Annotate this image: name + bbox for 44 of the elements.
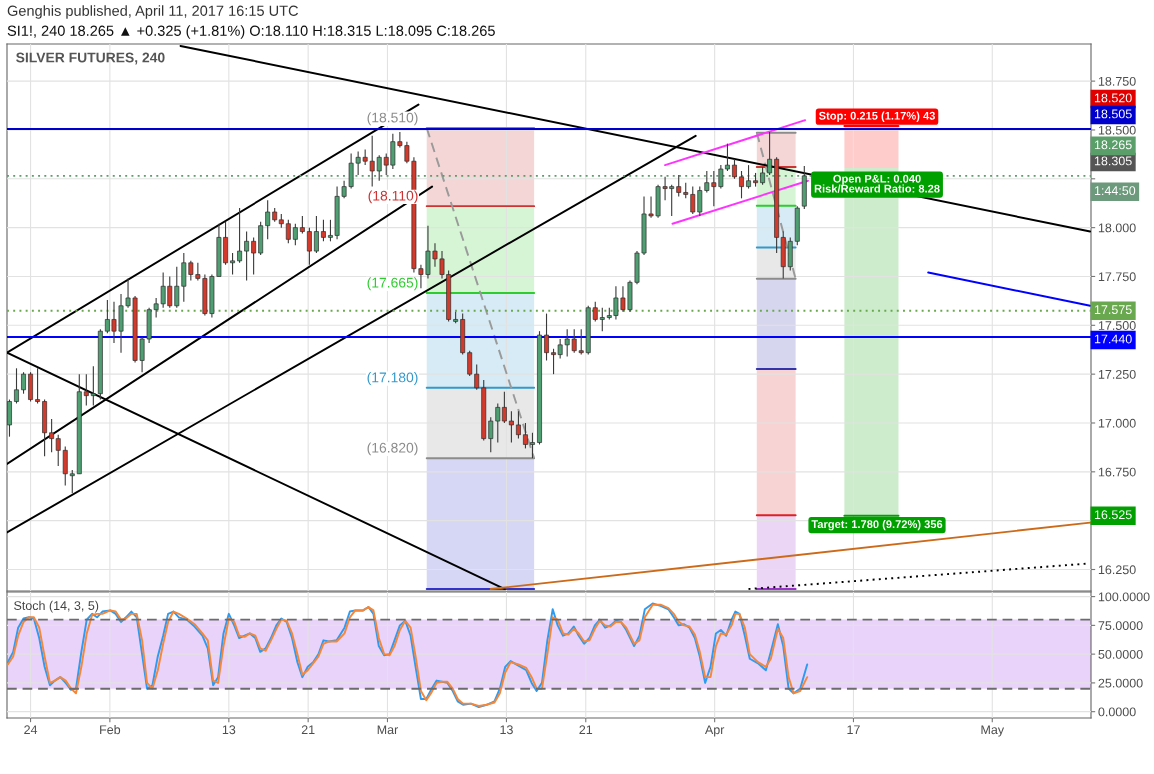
text: Genghis published, April 11, 2017 16:15 UTC xyxy=(7,5,299,19)
annotation: 16.525 xyxy=(1094,510,1132,520)
text: SILVER FUTURES, 240 xyxy=(16,52,165,65)
ref-line-label: 18.265 xyxy=(1094,140,1132,150)
y-tick-label: 17.000 xyxy=(1098,418,1136,428)
y-tick-label: 0.0000 xyxy=(1098,707,1136,717)
x-tick-label: 21 xyxy=(579,725,593,734)
y-tick-label: 17.500 xyxy=(1098,321,1136,330)
y-tick-label: 16.250 xyxy=(1098,565,1136,575)
x-tick-label: 17 xyxy=(847,725,860,734)
x-tick-label: 21 xyxy=(301,725,315,734)
x-tick-label: May xyxy=(981,725,1005,737)
y-tick-label: 17.250 xyxy=(1098,369,1136,379)
x-tick-label: 24 xyxy=(24,725,38,734)
data-label: (18.110) xyxy=(368,190,418,204)
y-tick-label: 50.0000 xyxy=(1098,649,1143,659)
ref-line-label: 17.575 xyxy=(1094,305,1132,315)
y-tick-label: 18.750 xyxy=(1098,76,1136,86)
text: 18.520 xyxy=(1094,93,1132,103)
text: 1:44:50 xyxy=(1094,186,1136,196)
annotation: Open P&L: 0.040 Risk/Reward Ratio: 8.28 xyxy=(814,174,940,193)
data-label: (16.820) xyxy=(367,442,418,456)
annotation: Target: 1.780 (9.72%) 356 xyxy=(811,519,943,531)
y-tick-label: 17.750 xyxy=(1098,272,1136,282)
data-label: (18.510) xyxy=(367,112,418,126)
x-tick-label: Feb xyxy=(100,724,121,735)
y-tick-label: 100.0000 xyxy=(1098,592,1150,602)
y-tick-label: 25.0000 xyxy=(1098,678,1143,688)
y-tick-label: 75.0000 xyxy=(1098,621,1143,631)
y-tick-label: 16.750 xyxy=(1098,467,1136,477)
x-tick-label: 13 xyxy=(222,725,236,735)
data-label: (17.180) xyxy=(367,372,418,386)
annotation: Stop: 0.215 (1.17%) 43 xyxy=(818,111,935,122)
text: 18.305 xyxy=(1094,156,1132,166)
ref-line-label: 18.505 xyxy=(1094,109,1132,119)
text: Stoch (14, 3, 5) xyxy=(14,600,99,613)
x-tick-label: Mar xyxy=(377,725,399,735)
data-label: (17.665) xyxy=(367,277,418,291)
x-tick-label: Apr xyxy=(704,725,725,737)
ref-line-label: 17.440 xyxy=(1094,334,1132,344)
y-tick-label: 18.500 xyxy=(1098,125,1136,135)
x-tick-label: 13 xyxy=(500,725,513,735)
chart-subtitle: SI1!, 240 18.265 ▲ +0.325 (+1.81%) O:18.110 H:18.315 L:18.095 C:18.265 xyxy=(7,25,495,39)
y-tick-label: 18.000 xyxy=(1098,223,1136,233)
